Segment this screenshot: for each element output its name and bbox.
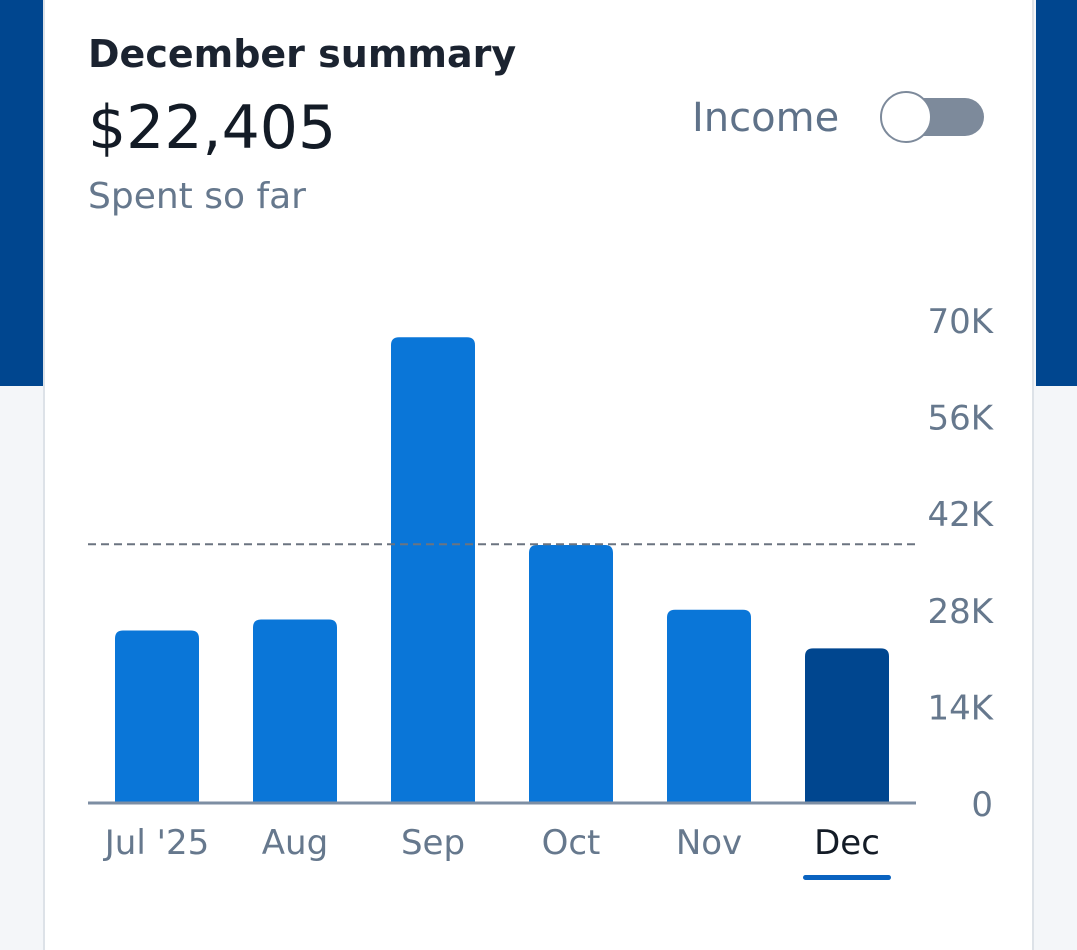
bar-jul-25[interactable] [115,630,199,804]
y-tick-label: 14K [927,688,994,728]
y-tick-label: 70K [927,302,994,342]
spent-subtitle: Spent so far [88,176,306,217]
header-band-right [1036,0,1077,386]
x-tick-label[interactable]: Sep [401,823,465,863]
income-toggle-label: Income [692,95,840,141]
bar-aug[interactable] [253,619,337,803]
spent-amount: $22,405 [88,93,337,163]
y-tick-label: 28K [927,592,994,632]
y-tick-label: 0 [971,785,993,825]
x-tick-label[interactable]: Aug [262,823,328,863]
x-tick-label[interactable]: Nov [676,823,742,863]
header-band-left [0,0,44,386]
bar-nov[interactable] [667,609,751,803]
x-tick-label[interactable]: Dec [814,823,880,863]
bar-sep[interactable] [391,337,475,803]
toggle-knob [880,91,932,143]
y-tick-label: 42K [927,495,994,535]
income-toggle[interactable] [878,90,984,144]
bar-oct[interactable] [529,544,613,803]
summary-title: December summary [88,32,517,76]
y-tick-label: 56K [927,399,994,439]
bar-dec[interactable] [805,648,889,803]
x-tick-label[interactable]: Oct [542,823,601,863]
selected-month-underline [803,875,891,880]
x-tick-label[interactable]: Jul '25 [103,823,209,863]
